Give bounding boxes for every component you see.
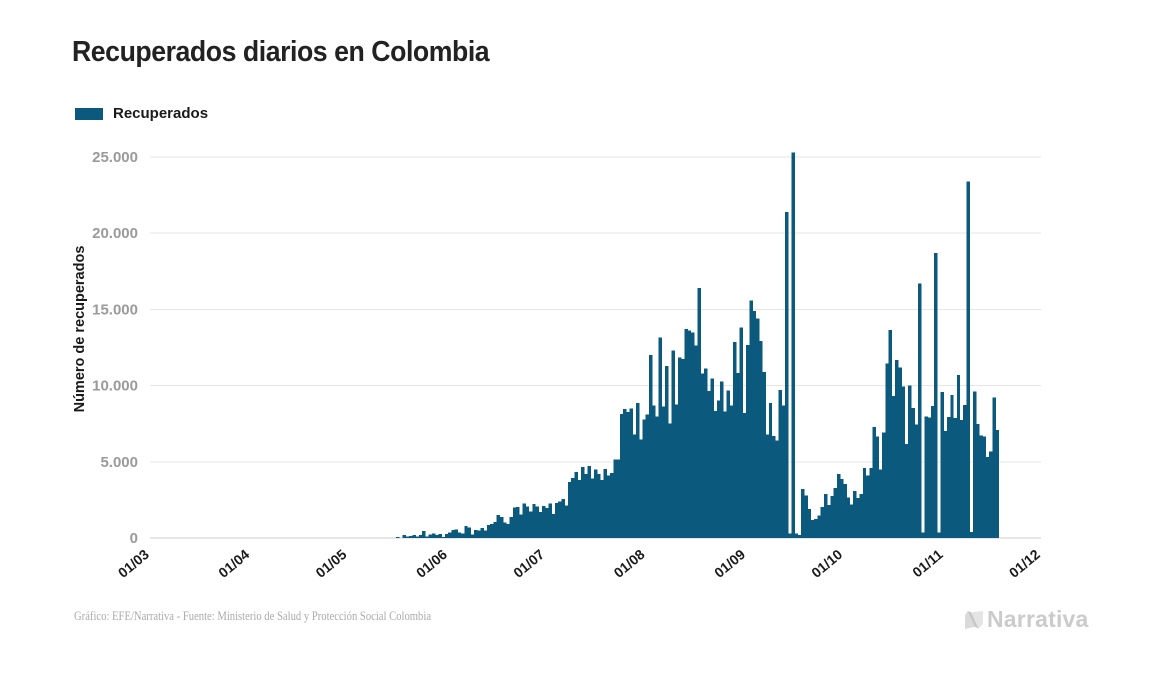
svg-text:01/07: 01/07 <box>510 546 547 581</box>
svg-text:01/08: 01/08 <box>610 546 647 581</box>
svg-text:15.000: 15.000 <box>92 301 138 318</box>
svg-text:01/03: 01/03 <box>115 546 152 581</box>
svg-text:5.000: 5.000 <box>100 454 138 471</box>
svg-text:01/04: 01/04 <box>215 546 252 581</box>
svg-text:0: 0 <box>130 530 138 547</box>
svg-text:01/12: 01/12 <box>1006 546 1043 581</box>
svg-text:01/11: 01/11 <box>909 546 946 580</box>
svg-text:10.000: 10.000 <box>92 378 138 395</box>
svg-text:01/05: 01/05 <box>312 546 349 581</box>
svg-text:01/06: 01/06 <box>413 546 450 581</box>
svg-text:25.000: 25.000 <box>92 149 138 166</box>
svg-text:01/10: 01/10 <box>808 546 845 581</box>
svg-text:20.000: 20.000 <box>92 225 138 242</box>
svg-text:01/09: 01/09 <box>711 546 748 581</box>
